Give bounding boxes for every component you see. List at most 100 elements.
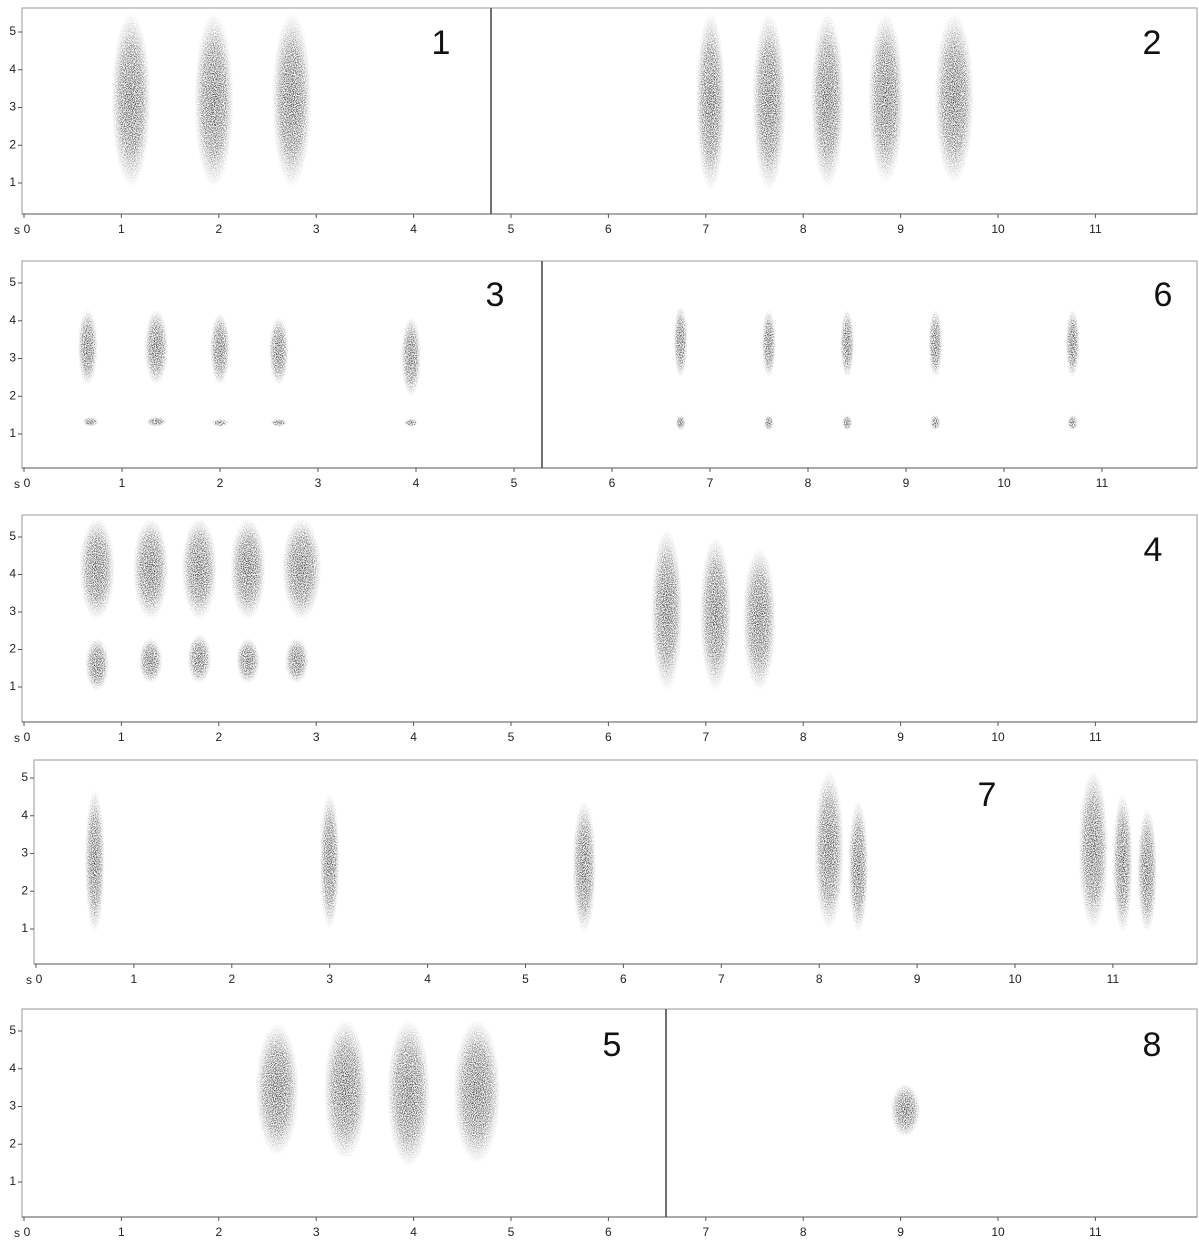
x-tick-label: 9 bbox=[897, 730, 904, 744]
spectrogram bbox=[112, 13, 974, 190]
sound-burst bbox=[868, 13, 903, 183]
y-tick-label: 5 bbox=[9, 1023, 16, 1037]
sound-burst bbox=[133, 518, 168, 619]
x-tick-label: 0 bbox=[24, 222, 31, 236]
sound-burst bbox=[145, 309, 169, 385]
sound-burst bbox=[743, 548, 776, 691]
x-tick-label: 10 bbox=[991, 222, 1005, 236]
x-tick-label: 7 bbox=[707, 476, 714, 490]
y-tick-label: 1 bbox=[9, 426, 16, 440]
sound-burst bbox=[401, 317, 421, 396]
x-tick-label: 11 bbox=[1096, 476, 1109, 490]
y-tick-label: 4 bbox=[9, 1061, 16, 1075]
sound-burst bbox=[572, 801, 595, 933]
x-unit: s bbox=[14, 477, 20, 491]
sound-burst bbox=[651, 530, 682, 691]
sound-burst bbox=[849, 801, 869, 933]
x-tick-label: 10 bbox=[997, 476, 1011, 490]
x-tick-label: 1 bbox=[119, 476, 126, 490]
sound-burst bbox=[139, 638, 162, 683]
sound-burst bbox=[85, 789, 105, 932]
x-tick-label: 2 bbox=[215, 730, 222, 744]
sound-burst bbox=[236, 638, 259, 683]
sound-burst bbox=[840, 309, 854, 377]
y-tick-label: 2 bbox=[9, 388, 16, 402]
x-unit: s bbox=[26, 973, 32, 987]
sound-burst bbox=[272, 13, 311, 187]
x-tick-label: 6 bbox=[605, 730, 612, 744]
sound-burst bbox=[80, 518, 115, 619]
x-tick-label: 8 bbox=[805, 476, 812, 490]
x-tick-label: 1 bbox=[118, 1225, 125, 1239]
spectrogram bbox=[78, 306, 1080, 431]
x-tick-label: 7 bbox=[702, 1225, 709, 1239]
x-unit: s bbox=[14, 731, 20, 745]
sound-burst bbox=[935, 13, 974, 183]
x-tick-label: 7 bbox=[702, 730, 709, 744]
x-tick-label: 8 bbox=[816, 972, 823, 986]
sound-burst bbox=[676, 415, 686, 430]
y-tick-label: 4 bbox=[21, 808, 28, 822]
sound-burst bbox=[324, 1020, 367, 1160]
x-tick-label: 9 bbox=[903, 476, 910, 490]
x-unit: s bbox=[14, 1226, 20, 1240]
x-tick-label: 4 bbox=[410, 730, 417, 744]
x-tick-label: 5 bbox=[522, 972, 529, 986]
y-tick-label: 5 bbox=[21, 770, 28, 784]
x-tick-label: 11 bbox=[1089, 1225, 1102, 1239]
y-tick-label: 1 bbox=[9, 1174, 16, 1188]
y-tick-label: 1 bbox=[9, 175, 16, 189]
sound-burst bbox=[1066, 309, 1080, 377]
sound-burst bbox=[320, 793, 340, 929]
sound-burst bbox=[842, 415, 852, 430]
sound-burst bbox=[282, 518, 321, 619]
sound-burst bbox=[112, 13, 151, 187]
y-tick-label: 3 bbox=[9, 604, 16, 618]
x-tick-label: 1 bbox=[118, 730, 125, 744]
x-tick-label: 1 bbox=[131, 972, 138, 986]
sound-burst bbox=[814, 770, 843, 929]
spectrogram bbox=[80, 518, 776, 691]
x-tick-label: 2 bbox=[215, 1225, 222, 1239]
x-tick-label: 6 bbox=[605, 1225, 612, 1239]
panel-label: 5 bbox=[603, 1026, 622, 1064]
x-tick-label: 8 bbox=[800, 222, 807, 236]
spectrogram bbox=[256, 1020, 920, 1167]
sound-burst bbox=[929, 309, 943, 377]
x-tick-label: 10 bbox=[991, 1225, 1005, 1239]
sound-burst bbox=[194, 13, 233, 187]
figure: 01234567891011s123451201234567891011s123… bbox=[0, 0, 1199, 1241]
x-tick-label: 10 bbox=[1008, 972, 1022, 986]
sound-burst bbox=[1068, 415, 1078, 430]
y-tick-label: 2 bbox=[21, 883, 28, 897]
sound-burst bbox=[931, 415, 941, 430]
x-unit: s bbox=[14, 223, 20, 237]
y-tick-label: 2 bbox=[9, 1136, 16, 1150]
x-tick-label: 0 bbox=[24, 1225, 31, 1239]
y-tick-label: 5 bbox=[9, 24, 16, 38]
y-tick-label: 4 bbox=[9, 567, 16, 581]
y-tick-label: 1 bbox=[21, 921, 28, 935]
panel-label: 4 bbox=[1144, 531, 1163, 569]
x-tick-label: 9 bbox=[914, 972, 921, 986]
x-tick-label: 6 bbox=[620, 972, 627, 986]
x-tick-label: 4 bbox=[424, 972, 431, 986]
panel-label: 2 bbox=[1143, 24, 1162, 62]
sound-burst bbox=[753, 13, 786, 190]
x-tick-label: 0 bbox=[24, 730, 31, 744]
y-tick-label: 3 bbox=[21, 846, 28, 860]
sound-burst bbox=[182, 518, 217, 619]
sound-burst bbox=[147, 417, 167, 426]
y-tick-label: 2 bbox=[9, 137, 16, 151]
sound-burst bbox=[811, 13, 844, 187]
x-tick-label: 3 bbox=[326, 972, 333, 986]
sound-burst bbox=[891, 1084, 920, 1137]
x-tick-label: 11 bbox=[1107, 972, 1120, 986]
x-tick-label: 0 bbox=[24, 476, 31, 490]
sound-burst bbox=[269, 317, 289, 385]
x-tick-label: 1 bbox=[118, 222, 125, 236]
x-tick-label: 4 bbox=[410, 1225, 417, 1239]
x-tick-label: 8 bbox=[800, 730, 807, 744]
sound-burst bbox=[210, 313, 230, 385]
sound-burst bbox=[83, 417, 99, 426]
